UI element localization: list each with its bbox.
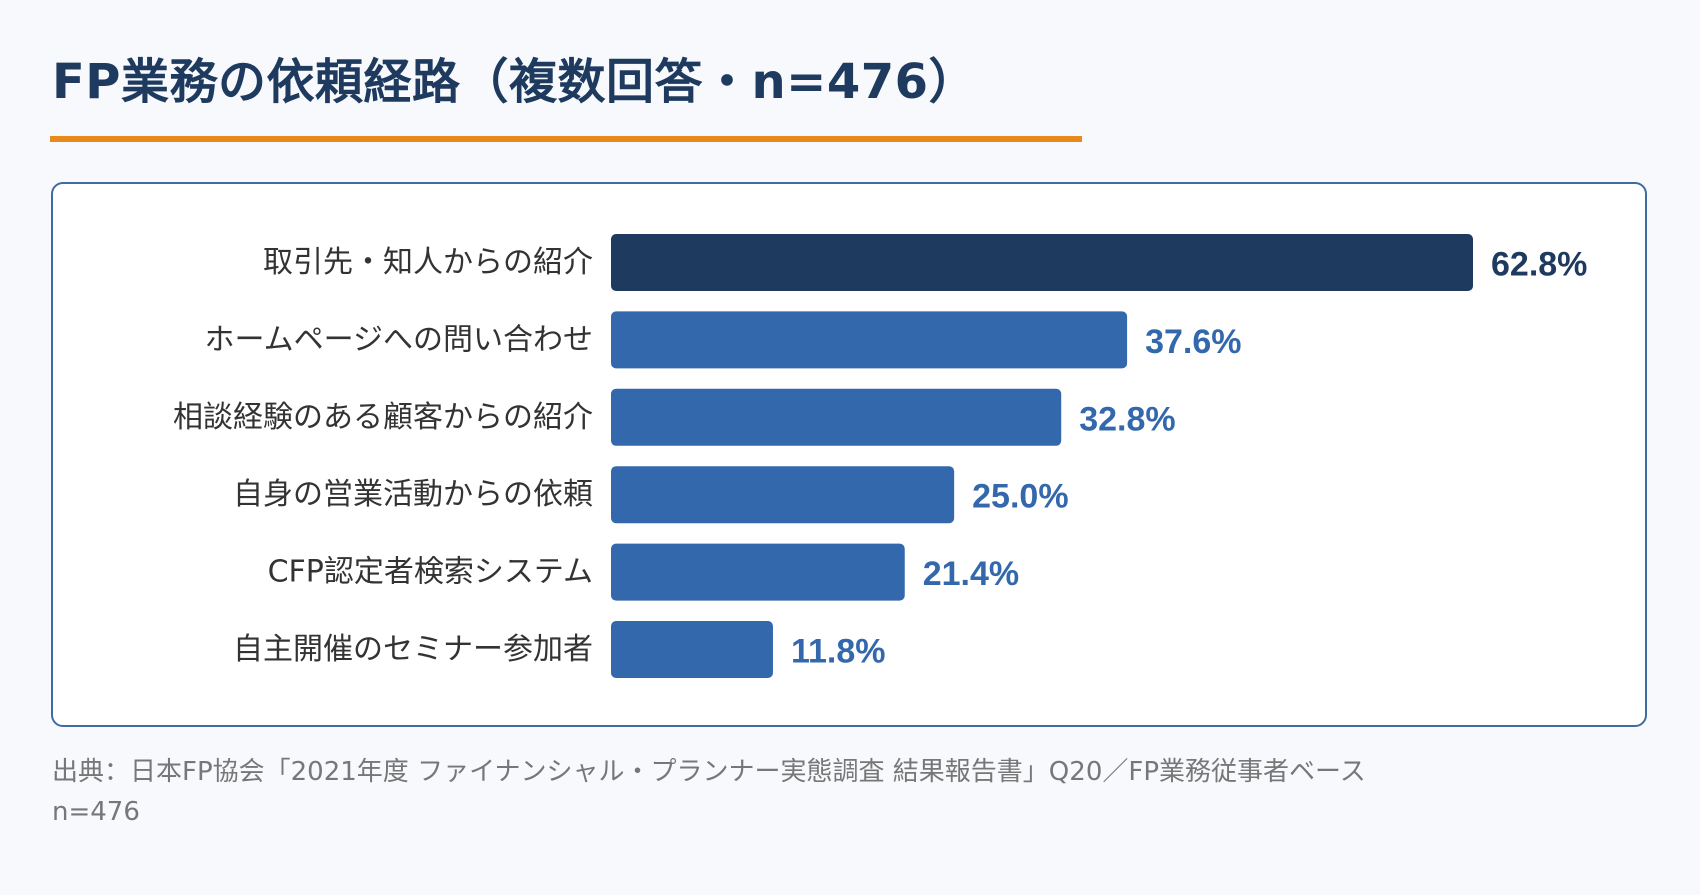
category-label: ホームページへの問い合わせ	[205, 322, 594, 357]
bar	[611, 234, 1473, 291]
bar-chart: 取引先・知人からの紹介 62.8% ホームページへの問い合わせ 37.6% 相談経験のあ…	[173, 234, 1587, 678]
bar	[611, 543, 905, 601]
bar	[611, 311, 1128, 369]
chart-card: 取引先・知人からの紹介 62.8% ホームページへの問い合わせ 37.6% 相談経験のあ…	[51, 182, 1647, 727]
source-line-2: n=476	[52, 797, 140, 828]
value-label: 62.8%	[1491, 246, 1587, 284]
value-label: 37.6%	[1145, 323, 1241, 361]
category-label: 相談経験のある顧客からの紹介	[173, 400, 593, 435]
value-label: 21.4%	[923, 555, 1019, 593]
page-title: FP業務の依頼経路（複数回答・n=476）	[52, 54, 978, 110]
bar	[611, 466, 955, 524]
category-label: 自主開催のセミナー参加者	[233, 632, 593, 667]
category-label: 自身の営業活動からの依頼	[233, 477, 593, 512]
category-label: 取引先・知人からの紹介	[263, 245, 593, 280]
value-label: 25.0%	[972, 478, 1068, 516]
bar	[611, 388, 1062, 446]
title-underline	[50, 136, 1082, 142]
bar	[611, 621, 773, 678]
source-line-1: 出典：日本FP協会「2021年度 ファイナンシャル・プランナー実態調査 結果報告…	[52, 757, 1366, 787]
value-label: 32.8%	[1079, 400, 1175, 438]
value-label: 11.8%	[791, 633, 886, 671]
category-label: CFP認定者検索システム	[268, 555, 593, 590]
source-note: 出典：日本FP協会「2021年度 ファイナンシャル・プランナー実態調査 結果報告…	[52, 752, 1366, 833]
